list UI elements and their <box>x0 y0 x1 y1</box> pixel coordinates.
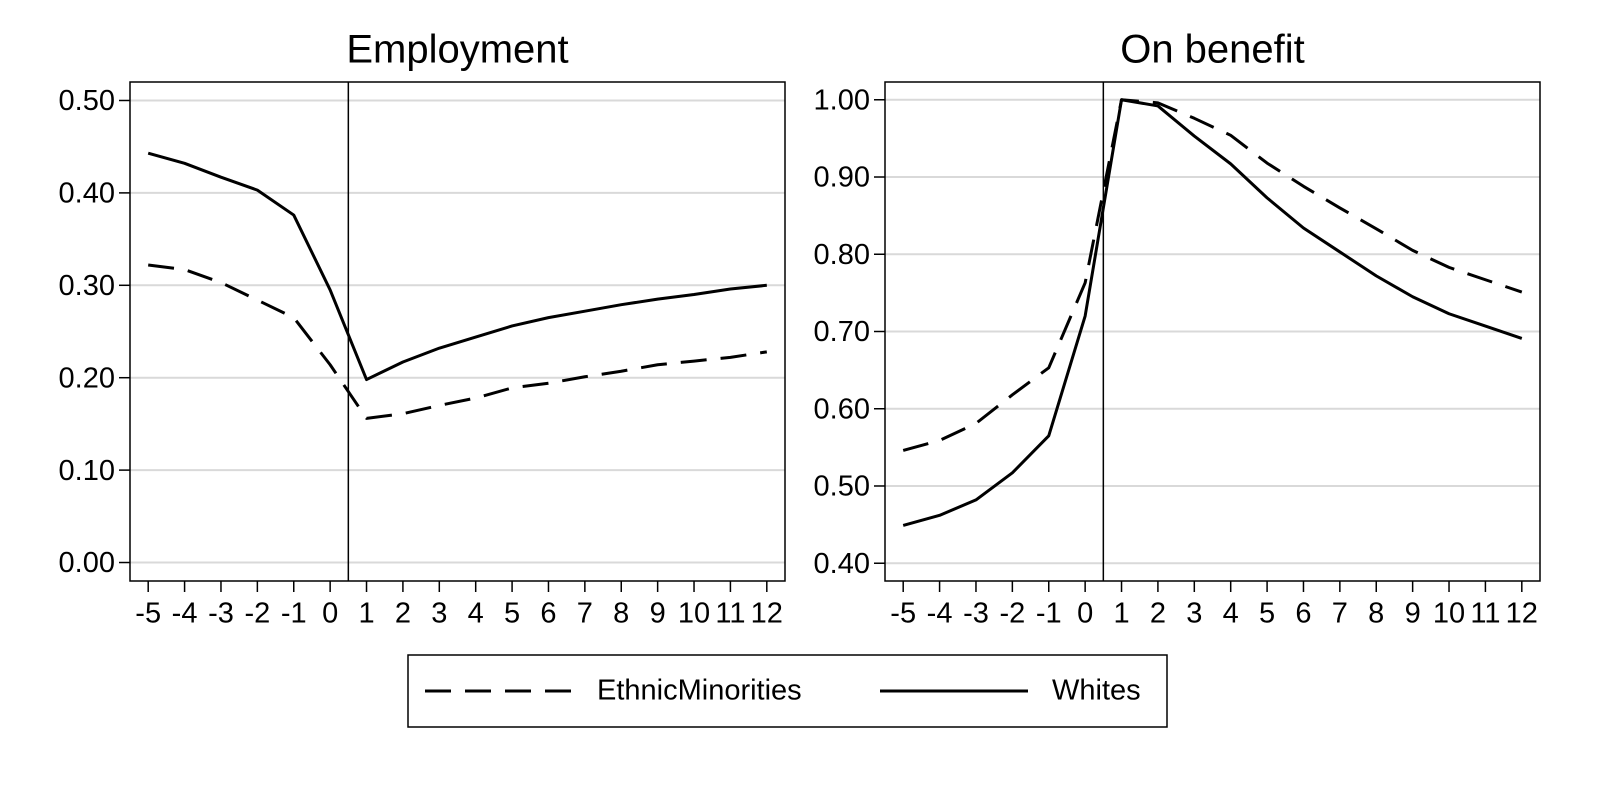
x-tick-label: 8 <box>1368 598 1384 630</box>
x-tick-label: 7 <box>577 598 593 630</box>
x-tick-label: 5 <box>504 598 520 630</box>
y-tick-label: 0.50 <box>59 85 115 117</box>
x-tick-label: -1 <box>1036 598 1062 630</box>
y-tick-label: 0.00 <box>59 547 115 579</box>
x-tick-label: 3 <box>431 598 447 630</box>
x-tick-label: -1 <box>281 598 307 630</box>
x-tick-label: 4 <box>1223 598 1239 630</box>
x-tick-label: 10 <box>678 598 710 630</box>
y-tick-label: 0.70 <box>814 316 870 348</box>
data-line <box>902 98 1523 527</box>
x-tick-label: 2 <box>395 598 411 630</box>
x-tick-label: 7 <box>1332 598 1348 630</box>
x-tick-label: -2 <box>244 598 270 630</box>
x-tick-label: -3 <box>208 598 234 630</box>
plot-frame <box>129 81 786 582</box>
plot-frame <box>884 81 1541 582</box>
data-line <box>148 263 768 420</box>
y-tick-label: 0.50 <box>814 471 870 503</box>
x-tick-label: -3 <box>963 598 989 630</box>
x-tick-label: 1 <box>1113 598 1129 630</box>
y-tick-label: 0.60 <box>814 393 870 425</box>
x-tick-label: 0 <box>1077 598 1093 630</box>
x-tick-label: -2 <box>999 598 1025 630</box>
x-tick-label: 11 <box>715 598 745 630</box>
data-line <box>147 151 767 382</box>
x-tick-label: 4 <box>468 598 484 630</box>
chart-title: On benefit <box>1120 28 1305 72</box>
y-tick-label: 0.30 <box>59 270 115 302</box>
y-tick-label: 0.10 <box>59 455 115 487</box>
x-tick-label: 9 <box>1405 598 1421 630</box>
x-tick-label: 6 <box>540 598 556 630</box>
x-tick-label: 12 <box>751 598 783 630</box>
y-tick-label: 0.40 <box>59 178 115 210</box>
x-tick-label: 10 <box>1433 598 1465 630</box>
data-line <box>902 98 1523 452</box>
x-tick-label: 6 <box>1295 598 1311 630</box>
y-tick-label: 0.90 <box>814 162 870 194</box>
x-tick-label: -4 <box>927 598 953 630</box>
x-tick-label: 12 <box>1506 598 1538 630</box>
x-tick-label: 0 <box>322 598 338 630</box>
legend <box>407 654 1168 728</box>
y-tick-label: 0.80 <box>814 239 870 271</box>
chart-title: Employment <box>346 28 568 72</box>
x-tick-label: 9 <box>650 598 666 630</box>
x-tick-label: -5 <box>135 598 161 630</box>
x-tick-label: 8 <box>613 598 629 630</box>
x-tick-label: -5 <box>890 598 916 630</box>
y-tick-label: 0.40 <box>814 548 870 580</box>
legend-label: EthnicMinorities <box>597 675 802 707</box>
y-tick-label: 1.00 <box>814 84 870 116</box>
legend-label: Whites <box>1052 675 1141 707</box>
x-tick-label: 11 <box>1470 598 1500 630</box>
x-tick-label: 3 <box>1186 598 1202 630</box>
x-tick-label: 5 <box>1259 598 1275 630</box>
y-tick-label: 0.20 <box>59 362 115 394</box>
x-tick-label: -4 <box>172 598 198 630</box>
x-tick-label: 1 <box>358 598 374 630</box>
x-tick-label: 2 <box>1150 598 1166 630</box>
